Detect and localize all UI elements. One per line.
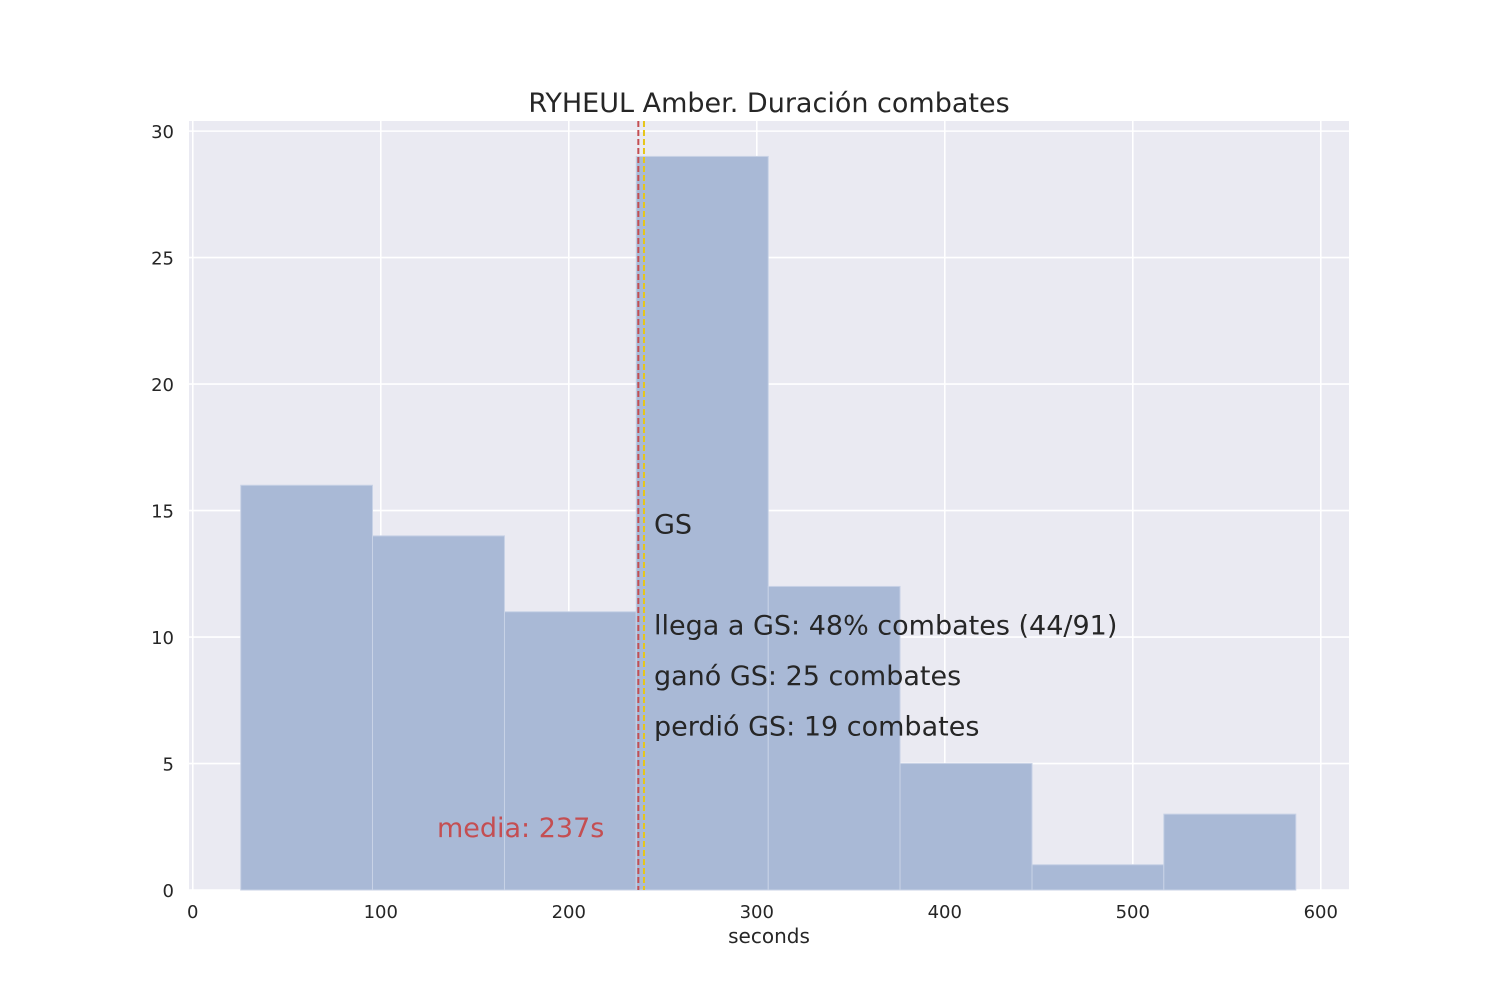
- y-tick-label: 0: [163, 881, 174, 902]
- x-tick-label: 500: [1116, 902, 1150, 923]
- x-axis-ticks: 0 100 200 300 400 500 600: [187, 902, 1338, 923]
- histogram-bar: [1163, 813, 1297, 891]
- x-tick-label: 100: [364, 902, 398, 923]
- lost-gs-annotation: perdió GS: 19 combates: [654, 712, 979, 743]
- chart-title: RYHEUL Amber. Duración combates: [528, 88, 1009, 119]
- y-tick-label: 5: [163, 755, 174, 776]
- histogram-bar: [240, 484, 373, 891]
- y-tick-label: 25: [151, 249, 174, 270]
- x-tick-label: 400: [928, 902, 962, 923]
- x-tick-label: 0: [187, 902, 198, 923]
- won-gs-annotation: ganó GS: 25 combates: [654, 661, 961, 692]
- histogram-bars: [240, 155, 1297, 891]
- y-tick-label: 15: [151, 502, 174, 523]
- x-tick-label: 200: [552, 902, 586, 923]
- x-tick-label: 300: [740, 902, 774, 923]
- reference-lines: [637, 121, 645, 890]
- histogram-bar: [1031, 864, 1165, 891]
- y-tick-label: 20: [151, 375, 174, 396]
- mean-annotation: media: 237s: [437, 813, 604, 844]
- x-tick-label: 600: [1304, 902, 1338, 923]
- y-tick-label: 10: [151, 628, 174, 649]
- y-axis-ticks: 0 5 10 15 20 25 30: [151, 122, 174, 902]
- gs-annotation: GS: [654, 509, 692, 540]
- histogram-bar: [635, 155, 769, 891]
- reach-gs-annotation: llega a GS: 48% combates (44/91): [654, 611, 1117, 642]
- histogram-bar: [371, 535, 505, 891]
- x-axis-label: seconds: [728, 924, 810, 948]
- histogram-bar: [503, 611, 637, 891]
- y-tick-label: 30: [151, 122, 174, 143]
- histogram-bar: [899, 763, 1033, 891]
- histogram-bar: [767, 585, 901, 891]
